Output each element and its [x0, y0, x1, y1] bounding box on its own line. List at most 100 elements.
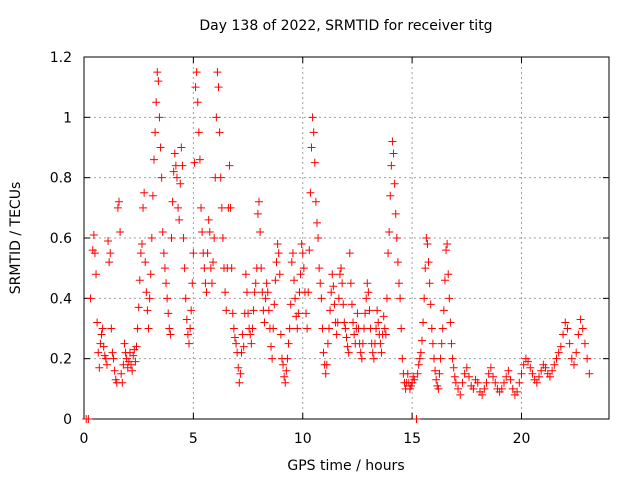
data-point	[376, 339, 385, 348]
data-point	[330, 300, 339, 309]
data-point	[274, 249, 283, 258]
data-point	[133, 324, 142, 333]
data-point	[303, 324, 312, 333]
data-point	[94, 348, 103, 357]
data-point	[548, 366, 557, 375]
data-point	[273, 240, 282, 249]
data-point	[532, 378, 541, 387]
data-point	[312, 218, 321, 227]
data-point	[541, 363, 550, 372]
data-point	[432, 375, 441, 384]
data-point	[583, 354, 592, 363]
data-point	[338, 279, 347, 288]
data-point	[247, 339, 256, 348]
data-point	[396, 294, 405, 303]
data-point	[365, 306, 374, 315]
data-point	[156, 143, 165, 152]
data-point	[491, 378, 500, 387]
x-tick-label: 10	[294, 431, 312, 447]
data-point	[172, 173, 181, 182]
data-point	[445, 294, 454, 303]
data-point	[142, 288, 151, 297]
data-point	[446, 318, 455, 327]
data-point	[151, 128, 160, 137]
data-point	[261, 294, 270, 303]
data-point	[319, 348, 328, 357]
data-point	[168, 197, 177, 206]
data-point	[267, 342, 276, 351]
data-point	[508, 384, 517, 393]
data-point	[234, 363, 243, 372]
data-point	[157, 173, 166, 182]
data-point	[104, 237, 113, 246]
data-point	[257, 264, 266, 273]
y-axis-label: SRMTID / TECUs	[8, 182, 24, 295]
data-point	[263, 288, 272, 297]
data-point	[372, 324, 381, 333]
y-tick-label: 0.4	[50, 291, 72, 307]
data-point	[308, 113, 317, 122]
points-layer	[82, 68, 594, 423]
data-point	[218, 234, 227, 242]
data-point	[552, 354, 561, 363]
data-point	[264, 306, 273, 315]
data-point	[140, 188, 149, 197]
data-point	[241, 270, 250, 279]
data-point	[271, 276, 280, 285]
data-point	[346, 279, 355, 288]
data-point	[570, 360, 578, 369]
data-point	[428, 339, 437, 348]
data-point	[147, 234, 156, 242]
data-point	[185, 339, 193, 348]
data-point	[232, 339, 241, 348]
data-point	[152, 98, 161, 107]
data-point	[106, 249, 115, 258]
data-point	[195, 155, 204, 164]
data-point	[389, 149, 398, 158]
data-point	[203, 249, 212, 258]
data-point	[482, 378, 491, 387]
data-point	[353, 309, 362, 318]
data-point	[108, 348, 117, 357]
data-point	[524, 357, 533, 366]
data-point	[392, 234, 401, 242]
data-point	[317, 294, 326, 303]
data-point	[283, 354, 292, 363]
data-point	[131, 357, 140, 366]
data-point	[537, 366, 546, 375]
data-point	[329, 282, 338, 291]
data-point	[535, 372, 543, 381]
data-point	[118, 378, 127, 387]
data-point	[297, 240, 306, 249]
data-point	[431, 366, 440, 375]
data-point	[326, 306, 335, 315]
data-point	[519, 360, 528, 369]
data-point	[528, 369, 537, 378]
data-point	[339, 300, 348, 309]
data-point	[242, 288, 251, 297]
data-point	[390, 179, 399, 188]
data-point	[489, 372, 498, 381]
data-point	[423, 240, 432, 249]
data-point	[386, 191, 395, 200]
data-point	[177, 143, 186, 152]
data-point	[135, 276, 144, 285]
data-point	[162, 279, 171, 288]
data-point	[393, 258, 402, 267]
data-point	[228, 309, 237, 318]
data-point	[262, 279, 271, 288]
data-point	[563, 324, 572, 333]
data-point	[334, 294, 343, 303]
data-point	[165, 324, 174, 333]
data-point	[154, 77, 163, 86]
data-point	[293, 324, 302, 333]
data-point	[159, 249, 168, 258]
data-point	[102, 360, 111, 369]
data-point	[89, 230, 98, 239]
data-point	[109, 354, 118, 363]
data-point	[169, 167, 178, 176]
data-point	[444, 270, 453, 279]
data-point	[95, 363, 104, 372]
data-point	[238, 330, 247, 339]
data-point	[500, 378, 508, 387]
